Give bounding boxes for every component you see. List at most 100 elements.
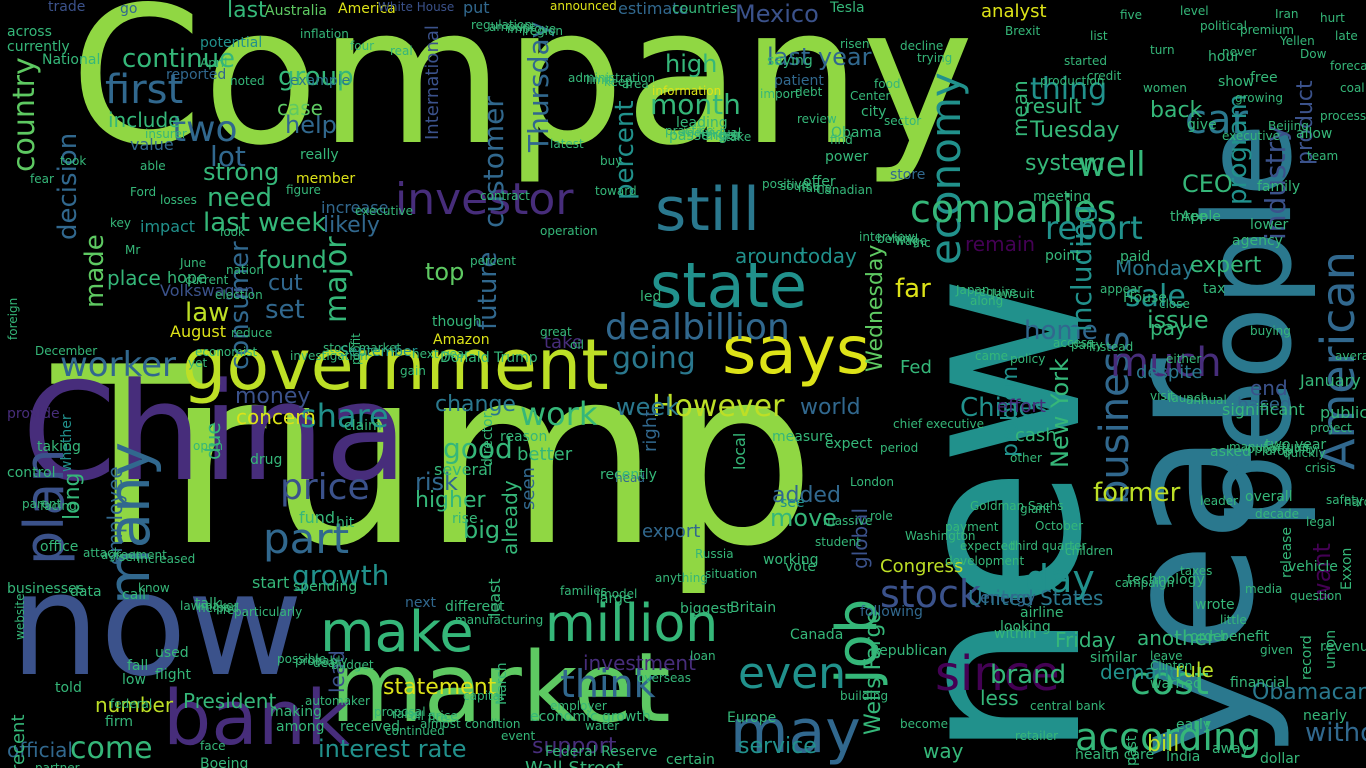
word: received (340, 719, 401, 735)
word: toward (595, 184, 637, 198)
word: party (1071, 338, 1103, 352)
word: financial (1230, 675, 1290, 691)
word: quickly (1283, 446, 1326, 460)
word: economic growth (530, 709, 651, 725)
word: insurer (145, 127, 187, 141)
word: energy (980, 588, 1036, 607)
word: production (1040, 74, 1105, 88)
word: policy (1010, 352, 1046, 366)
word: going (612, 341, 696, 376)
word: real (390, 44, 413, 58)
word: wrote (1195, 597, 1235, 613)
word: executive (1222, 129, 1281, 143)
word: third quarter (1010, 539, 1087, 553)
word: technology (1127, 572, 1205, 588)
word: system (1025, 151, 1105, 176)
word: risk (415, 468, 458, 496)
word: anything (655, 571, 708, 585)
word: Boeing (200, 756, 249, 768)
word: flight (155, 667, 191, 683)
word: world (800, 395, 861, 420)
word: see (780, 495, 805, 511)
word: Australia (265, 3, 327, 19)
word: move (770, 504, 838, 532)
word: state (650, 249, 808, 322)
word: really (300, 147, 339, 163)
word: head (615, 471, 645, 485)
word: period (880, 441, 919, 455)
word: find (830, 133, 853, 147)
word: interest rate (318, 735, 467, 763)
word: took (60, 154, 87, 168)
word: hit (336, 515, 355, 531)
word: International (422, 25, 443, 140)
word: face (200, 739, 226, 753)
word: car (1185, 97, 1248, 143)
word: hour (1208, 49, 1241, 65)
word: issue (1147, 306, 1209, 334)
word: still (655, 175, 760, 245)
word: next year (412, 347, 470, 361)
word: result (1025, 94, 1082, 118)
word: provide (7, 406, 60, 422)
word: area (622, 77, 649, 91)
word: case (277, 96, 323, 120)
word: effort (997, 396, 1046, 417)
word: start (252, 573, 290, 592)
word: March (494, 662, 510, 705)
word: last year (767, 43, 872, 71)
word: interview (859, 230, 915, 244)
word: cost (1130, 659, 1209, 703)
word: Europe (727, 710, 777, 726)
word: January (1300, 371, 1361, 390)
word: remain (965, 232, 1036, 256)
word: law (185, 298, 230, 328)
word: Amazon (433, 332, 490, 348)
word: already (498, 480, 522, 555)
word: Monday (1115, 256, 1194, 280)
word: impact (140, 217, 196, 236)
word: Mr (125, 243, 141, 257)
word: vehicle (1288, 559, 1338, 575)
word: brand (990, 660, 1067, 690)
word: companies (910, 187, 1117, 231)
word: credit (1087, 69, 1122, 83)
word: came (975, 349, 1009, 363)
word: lawsuit (992, 287, 1035, 301)
word: benefit (1220, 629, 1270, 645)
word: overall (1245, 489, 1293, 505)
word: public (1320, 403, 1366, 422)
word: two year (1265, 437, 1327, 453)
word: given (1260, 643, 1294, 657)
word: Tuesday (1030, 118, 1120, 143)
word: market (330, 632, 671, 744)
word: among (276, 719, 325, 735)
word: region (525, 24, 563, 38)
word: current (185, 273, 229, 287)
word: much (1110, 340, 1222, 386)
word: similar (1090, 650, 1137, 666)
word: Volkswagen (160, 281, 255, 300)
word: proposal (374, 705, 426, 719)
word: since (935, 646, 1060, 702)
word: include (108, 108, 181, 132)
word: premium (1240, 23, 1294, 37)
word: China (22, 354, 408, 511)
word: become (900, 717, 949, 731)
word: role (870, 509, 893, 523)
word: Britain (730, 600, 777, 616)
word: meeting (1033, 189, 1092, 205)
word: agency (1232, 233, 1283, 249)
word: example (290, 73, 351, 89)
word: making (270, 704, 322, 720)
word: end (1250, 376, 1288, 400)
word: used (155, 645, 189, 661)
word: annual (1186, 393, 1227, 407)
word: hope (167, 268, 207, 287)
word: rule (1175, 658, 1214, 682)
word: come (70, 731, 153, 766)
word: nearly (1303, 708, 1347, 724)
word: top (425, 258, 465, 286)
word: review (797, 112, 837, 126)
word: fund (299, 508, 336, 527)
